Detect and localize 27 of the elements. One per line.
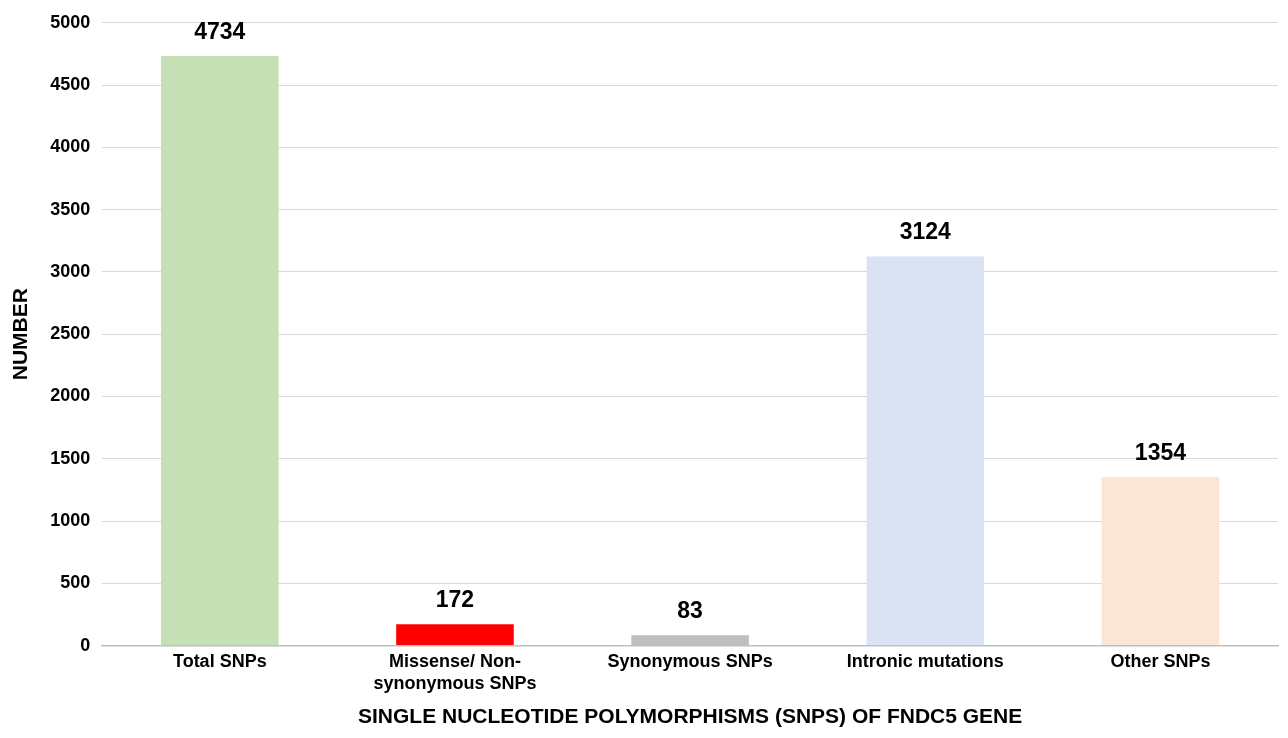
- data-label: 3124: [899, 218, 952, 245]
- y-tick-label: 1500: [50, 447, 91, 468]
- y-tick-label: 4000: [50, 136, 91, 157]
- y-tick-label: 1000: [50, 510, 91, 531]
- x-tick-label: Synonymous SNPs: [607, 651, 773, 672]
- y-tick-label: 2000: [50, 385, 91, 406]
- bar: [1101, 476, 1220, 646]
- x-tick-label: Total SNPs: [172, 651, 267, 672]
- y-tick-label: 3000: [50, 260, 91, 281]
- y-tick-label: 500: [60, 572, 91, 593]
- bar: [161, 55, 279, 646]
- y-tick-label: 5000: [50, 11, 91, 32]
- data-label: 172: [435, 586, 475, 613]
- x-tick-label: Missense/ Non-synonymous SNPs: [373, 651, 537, 693]
- y-tick-label: 0: [80, 634, 91, 655]
- y-tick-label: 2500: [50, 323, 91, 344]
- x-tick-label: Intronic mutations: [846, 651, 1004, 672]
- data-label: 1354: [1134, 438, 1187, 465]
- y-tick-label: 3500: [50, 198, 91, 219]
- data-label: 4734: [194, 17, 246, 44]
- x-axis-title: SINGLE NUCLEOTIDE POLYMORPHISMS (SNPS) OF FNDC5 GENE: [357, 704, 1023, 728]
- x-tick-label: Other SNPs: [1110, 651, 1211, 672]
- data-label: 83: [677, 597, 703, 624]
- y-axis-title: NUMBER: [8, 288, 32, 381]
- bar: [396, 624, 514, 646]
- y-tick-label: 4500: [50, 74, 91, 95]
- bar: [866, 256, 985, 646]
